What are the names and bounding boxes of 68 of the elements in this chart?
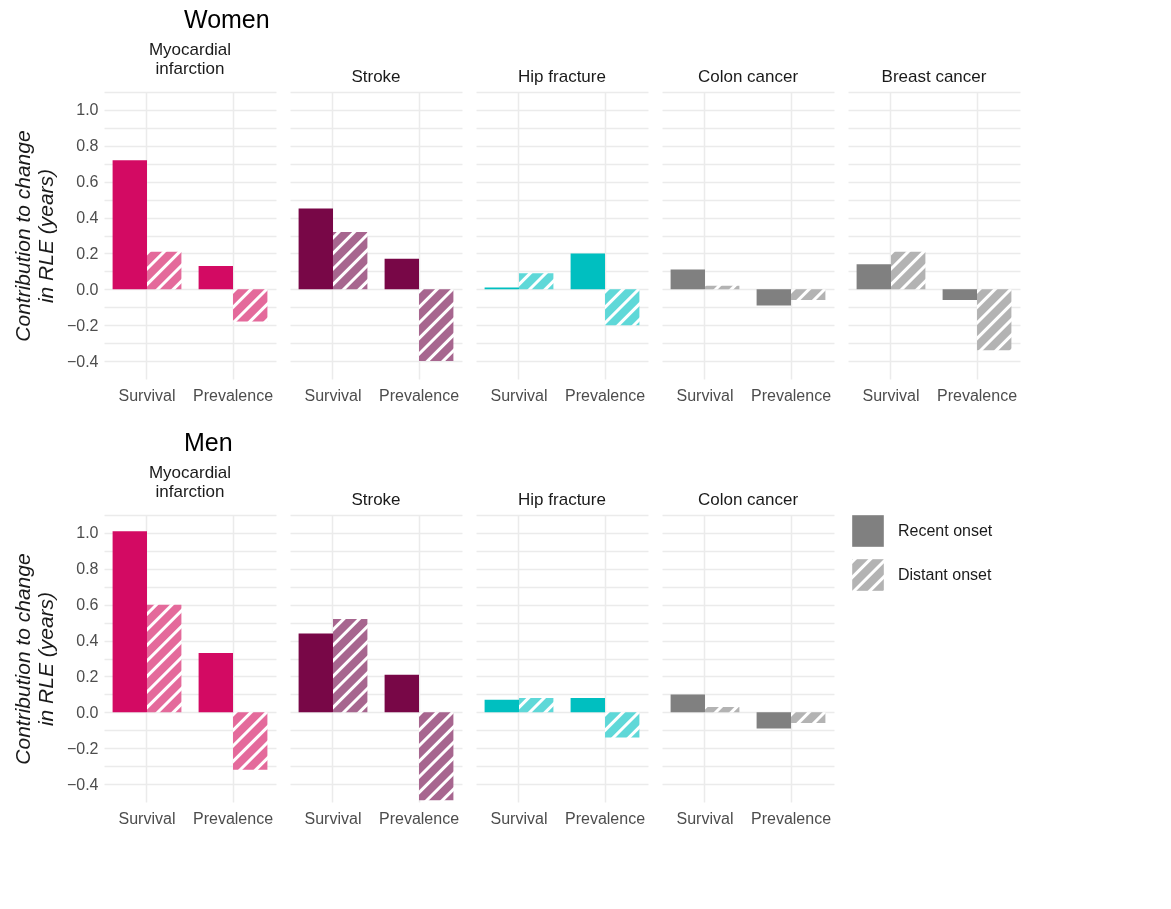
chart-title: Hip fracture [518, 490, 606, 509]
bar [384, 258, 419, 290]
bar [570, 253, 605, 290]
chart-title: Breast cancer [881, 67, 987, 86]
x-tick-label: Prevalence [192, 809, 274, 827]
x-tick-label: Survival [676, 386, 734, 404]
y-tick-label: 0.4 [76, 209, 99, 227]
bar [333, 619, 368, 713]
x-tick-label: Survival [304, 386, 362, 404]
x-tick-label: Survival [862, 386, 920, 404]
chart-title: Myocardial infarction [148, 463, 232, 501]
bar [419, 289, 454, 362]
bar [198, 653, 233, 713]
y-tick-label: 1.0 [76, 524, 99, 542]
x-tick-label: Survival [118, 386, 176, 404]
x-tick-label: Prevalence [936, 386, 1018, 404]
bar [519, 273, 554, 290]
x-tick-label: Prevalence [564, 809, 646, 827]
y-tick-label: 0.0 [76, 280, 99, 298]
x-tick-label: Prevalence [192, 386, 274, 404]
x-tick-label: Survival [490, 809, 548, 827]
chart-title: Stroke [351, 67, 401, 86]
bar [147, 604, 182, 713]
bar [147, 251, 182, 290]
bar [298, 633, 333, 713]
legend-label: Distant onset [898, 566, 992, 583]
bar [333, 231, 368, 290]
x-tick-label: Prevalence [378, 386, 460, 404]
bar [112, 160, 147, 290]
chart-title: Myocardial infarction [148, 40, 232, 78]
bar [112, 531, 147, 713]
y-tick-label: −0.4 [66, 775, 99, 793]
y-tick-label: 0.2 [76, 244, 99, 262]
bar [233, 712, 268, 770]
y-tick-label: 0.0 [76, 703, 99, 721]
text: Men [184, 428, 233, 456]
x-tick-label: Prevalence [750, 809, 832, 827]
bar [198, 265, 233, 290]
y-tick-label: 0.4 [76, 632, 99, 650]
y-axis-title: Contribution to change in RLE (years) [10, 130, 57, 342]
y-tick-label: 0.6 [76, 173, 99, 191]
x-tick-label: Prevalence [378, 809, 460, 827]
y-tick-label: 1.0 [76, 101, 99, 119]
bar [233, 289, 268, 322]
y-tick-label: −0.2 [66, 316, 99, 334]
x-tick-label: Prevalence [564, 386, 646, 404]
y-tick-label: 0.6 [76, 596, 99, 614]
legend-label: Recent onset [898, 522, 993, 539]
y-tick-label: −0.2 [66, 739, 99, 757]
y-tick-label: −0.4 [66, 352, 99, 370]
bar [419, 712, 454, 801]
x-tick-label: Survival [118, 809, 176, 827]
bar [605, 289, 640, 326]
x-tick-label: Prevalence [750, 386, 832, 404]
y-tick-label: 0.8 [76, 137, 99, 155]
text: Women [184, 5, 270, 33]
chart-title: Stroke [351, 490, 401, 509]
x-tick-label: Survival [304, 809, 362, 827]
chart-title: Hip fracture [518, 67, 606, 86]
x-tick-label: Survival [490, 386, 548, 404]
y-axis-title: Contribution to change in RLE (years) [10, 553, 57, 765]
chart-title: Colon cancer [697, 67, 799, 86]
y-tick-label: 0.8 [76, 560, 99, 578]
bar [384, 674, 419, 713]
x-tick-label: Survival [676, 809, 734, 827]
bar [298, 208, 333, 290]
y-tick-label: 0.2 [76, 667, 99, 685]
chart-title: Colon cancer [697, 490, 799, 509]
